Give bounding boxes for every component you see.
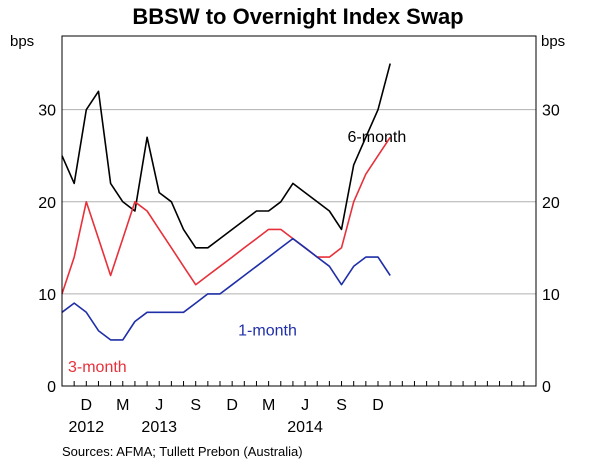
x-tick-label: J: [301, 397, 309, 414]
x-tick-label: M: [262, 397, 275, 414]
x-tick-label: S: [336, 397, 347, 414]
year-label: 2014: [287, 419, 323, 436]
x-tick-label: J: [155, 397, 163, 414]
x-tick-label: M: [116, 397, 129, 414]
chart-title: BBSW to Overnight Index Swap: [132, 4, 463, 29]
series-line-3-month: [61, 136, 391, 295]
source-note: Sources: AFMA; Tullett Prebon (Australia…: [62, 444, 303, 459]
x-tick-label: D: [226, 397, 238, 414]
plot-frame: [61, 35, 537, 387]
y-tick-label-right: 20: [542, 195, 560, 212]
x-tick-label: S: [190, 397, 201, 414]
y-tick-label-right: 30: [542, 103, 560, 120]
y-tick-label-left: 20: [38, 195, 56, 212]
series-line-6-month: [61, 63, 391, 249]
y-tick-label-right: 10: [542, 287, 560, 304]
series-labels: 6-month 3-month 1-month: [68, 129, 406, 376]
series-label-6-month: 6-month: [348, 129, 407, 146]
y-axis-unit-right: bps: [541, 33, 565, 50]
y-tick-label-left: 0: [47, 379, 56, 396]
axis-labels: 0 0 10 10 20 20 30 30 D M J S D M J S D 2012 2013 2014: [38, 103, 560, 436]
year-label: 2013: [141, 419, 177, 436]
y-tick-label-left: 30: [38, 103, 56, 120]
series-lines: [61, 63, 391, 341]
x-tick-label: D: [81, 397, 93, 414]
year-label: 2012: [69, 419, 105, 436]
gridlines: [62, 109, 536, 295]
y-tick-label-right: 0: [542, 379, 551, 396]
x-tick-label: D: [372, 397, 384, 414]
series-line-1-month: [61, 237, 391, 341]
series-label-1-month: 1-month: [238, 322, 297, 339]
y-tick-label-left: 10: [38, 287, 56, 304]
series-label-3-month: 3-month: [68, 359, 127, 376]
y-axis-unit-left: bps: [10, 33, 34, 50]
